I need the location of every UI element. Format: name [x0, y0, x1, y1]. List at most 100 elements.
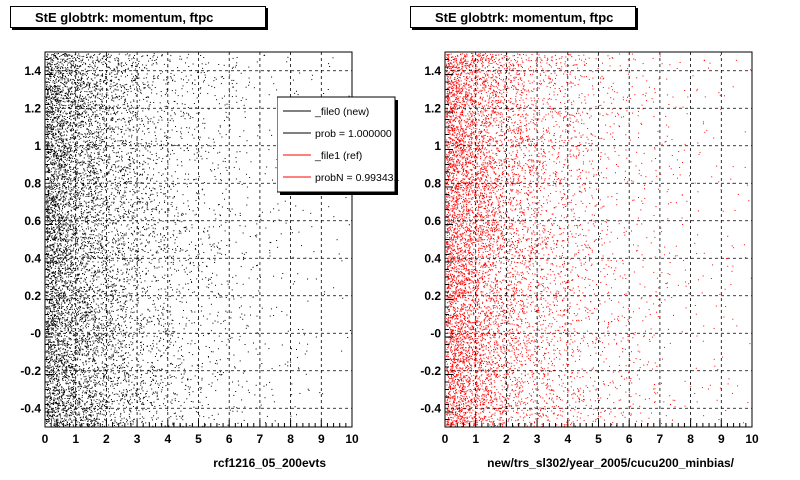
scatter-point — [100, 377, 102, 379]
scatter-point — [102, 343, 104, 344]
scatter-point — [201, 306, 203, 308]
scatter-point — [81, 79, 82, 81]
scatter-point — [89, 388, 91, 390]
scatter-point — [118, 280, 120, 282]
scatter-point — [131, 152, 132, 154]
scatter-point — [182, 194, 184, 196]
scatter-point — [95, 204, 97, 206]
scatter-point — [95, 235, 97, 237]
scatter-point — [165, 195, 167, 197]
scatter-point — [124, 345, 126, 347]
scatter-point — [58, 139, 60, 141]
scatter-point — [99, 204, 101, 206]
scatter-point — [66, 187, 68, 188]
scatter-point — [128, 120, 130, 122]
scatter-point — [63, 358, 65, 359]
scatter-point — [82, 242, 84, 244]
scatter-point — [77, 400, 78, 402]
scatter-point — [122, 395, 123, 397]
scatter-point — [240, 305, 242, 307]
scatter-point — [107, 272, 109, 274]
scatter-point — [63, 317, 65, 319]
scatter-point — [74, 91, 76, 93]
scatter-point — [130, 143, 132, 145]
scatter-point — [60, 158, 62, 160]
scatter-point — [131, 260, 133, 262]
scatter-point — [131, 233, 133, 235]
scatter-point — [101, 264, 103, 266]
scatter-point — [108, 342, 110, 344]
scatter-point — [55, 171, 57, 173]
scatter-point — [52, 280, 54, 281]
scatter-point — [168, 340, 170, 342]
scatter-point — [105, 226, 107, 228]
scatter-point — [58, 296, 60, 297]
scatter-point — [98, 329, 100, 331]
scatter-point — [145, 143, 147, 145]
scatter-point — [76, 274, 78, 276]
scatter-point — [65, 187, 67, 189]
scatter-point — [86, 313, 88, 315]
scatter-point — [67, 324, 69, 326]
scatter-point — [94, 334, 96, 336]
scatter-point — [52, 133, 54, 134]
scatter-point — [57, 415, 59, 417]
scatter-point — [78, 307, 80, 309]
scatter-point — [59, 88, 61, 90]
scatter-point — [221, 374, 223, 375]
scatter-point — [130, 87, 132, 89]
scatter-point — [155, 280, 157, 282]
scatter-point — [174, 252, 176, 253]
scatter-point — [49, 318, 51, 320]
scatter-point — [203, 182, 205, 184]
scatter-point — [84, 255, 86, 257]
scatter-point — [84, 354, 86, 356]
scatter-point — [97, 197, 98, 199]
scatter-point — [187, 107, 189, 109]
scatter-point — [201, 278, 203, 280]
scatter-point — [49, 378, 51, 380]
scatter-point — [57, 315, 58, 317]
scatter-point — [48, 71, 50, 73]
scatter-point — [107, 89, 109, 91]
scatter-point — [54, 86, 56, 88]
scatter-point — [87, 411, 89, 413]
scatter-point — [65, 270, 66, 272]
scatter-point — [55, 344, 57, 346]
scatter-point — [117, 133, 119, 135]
scatter-point — [67, 80, 69, 81]
scatter-point — [149, 384, 151, 386]
scatter-point — [67, 287, 68, 289]
scatter-point — [213, 226, 214, 228]
scatter-point — [49, 361, 51, 362]
scatter-point — [89, 238, 91, 239]
scatter-point — [96, 373, 98, 375]
scatter-point — [158, 212, 160, 214]
scatter-point — [60, 278, 62, 280]
scatter-point — [177, 164, 179, 166]
scatter-point — [53, 113, 55, 114]
scatter-point — [122, 207, 124, 208]
scatter-point — [65, 367, 67, 369]
scatter-point — [73, 233, 75, 235]
scatter-point — [88, 367, 90, 369]
scatter-point — [297, 273, 299, 275]
scatter-point — [96, 104, 98, 106]
scatter-point — [85, 363, 87, 365]
scatter-point — [59, 392, 61, 394]
scatter-point — [127, 91, 129, 92]
scatter-point — [103, 162, 105, 164]
scatter-point — [53, 244, 55, 246]
scatter-point — [61, 120, 63, 122]
scatter-point — [62, 240, 64, 242]
scatter-point — [64, 168, 66, 170]
scatter-point — [95, 419, 97, 421]
scatter-point — [67, 344, 69, 346]
scatter-point — [329, 66, 331, 67]
scatter-point — [66, 113, 68, 115]
scatter-point — [307, 388, 309, 390]
scatter-point — [77, 189, 79, 191]
scatter-point — [94, 351, 96, 353]
scatter-point — [61, 146, 62, 148]
scatter-point — [164, 200, 166, 202]
